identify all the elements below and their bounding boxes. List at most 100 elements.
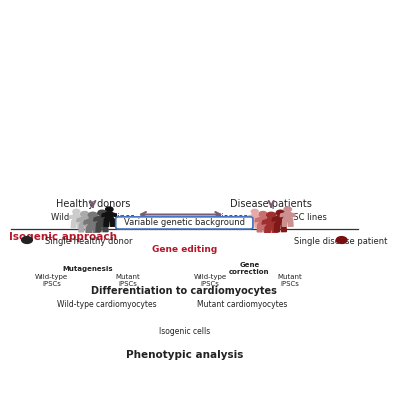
Ellipse shape	[286, 269, 295, 271]
Polygon shape	[19, 255, 26, 264]
Polygon shape	[112, 213, 117, 217]
Polygon shape	[280, 213, 285, 217]
Polygon shape	[274, 224, 280, 232]
Polygon shape	[275, 219, 280, 224]
Ellipse shape	[250, 311, 261, 314]
Text: Gene editing: Gene editing	[152, 245, 217, 254]
Ellipse shape	[36, 268, 45, 270]
Ellipse shape	[106, 263, 149, 273]
Text: Wild-type
iPSCs: Wild-type iPSCs	[193, 274, 226, 287]
Text: Wild-type iPSC lines: Wild-type iPSC lines	[51, 213, 135, 222]
Ellipse shape	[121, 308, 131, 310]
Polygon shape	[272, 228, 278, 236]
Text: Variable genetic background: Variable genetic background	[124, 218, 245, 227]
Polygon shape	[110, 220, 115, 226]
Circle shape	[284, 207, 291, 212]
Polygon shape	[284, 216, 289, 221]
Circle shape	[88, 212, 97, 218]
FancyBboxPatch shape	[132, 326, 237, 337]
Text: Single disease patient: Single disease patient	[294, 237, 388, 246]
Ellipse shape	[104, 309, 111, 311]
Ellipse shape	[117, 265, 127, 268]
Ellipse shape	[252, 314, 258, 316]
Polygon shape	[331, 244, 338, 251]
Ellipse shape	[122, 268, 130, 270]
Polygon shape	[77, 218, 82, 222]
Polygon shape	[28, 255, 35, 264]
Circle shape	[98, 210, 106, 216]
Circle shape	[81, 212, 88, 216]
Ellipse shape	[44, 268, 51, 270]
Ellipse shape	[105, 313, 115, 316]
Polygon shape	[257, 225, 262, 232]
Polygon shape	[265, 218, 277, 228]
Ellipse shape	[88, 315, 95, 316]
Text: Mutagenesis: Mutagenesis	[62, 266, 113, 272]
Ellipse shape	[31, 263, 73, 273]
Ellipse shape	[208, 264, 216, 267]
Ellipse shape	[68, 302, 145, 321]
Ellipse shape	[117, 264, 124, 266]
Polygon shape	[96, 216, 108, 224]
Circle shape	[259, 212, 267, 216]
Text: Mutant cardiomyocytes: Mutant cardiomyocytes	[197, 300, 287, 309]
Circle shape	[251, 210, 258, 214]
Polygon shape	[80, 217, 90, 225]
Polygon shape	[69, 215, 74, 219]
Polygon shape	[288, 220, 293, 226]
Ellipse shape	[55, 266, 64, 268]
Ellipse shape	[122, 314, 130, 316]
Circle shape	[106, 207, 113, 212]
Ellipse shape	[110, 314, 118, 316]
Polygon shape	[86, 228, 92, 236]
Ellipse shape	[222, 310, 231, 313]
Text: Single healthy donor: Single healthy donor	[45, 237, 133, 246]
FancyBboxPatch shape	[14, 292, 354, 341]
Polygon shape	[275, 216, 286, 224]
Text: Wild-type
iPSCs: Wild-type iPSCs	[35, 274, 68, 287]
Ellipse shape	[116, 308, 127, 312]
Ellipse shape	[204, 267, 213, 270]
Ellipse shape	[238, 309, 244, 311]
Ellipse shape	[189, 263, 231, 273]
Ellipse shape	[40, 265, 50, 268]
Ellipse shape	[58, 266, 66, 268]
Ellipse shape	[250, 312, 258, 315]
Polygon shape	[102, 213, 106, 217]
Ellipse shape	[225, 311, 234, 314]
Polygon shape	[88, 218, 92, 222]
Polygon shape	[272, 216, 277, 221]
Ellipse shape	[291, 265, 302, 268]
Polygon shape	[282, 220, 287, 226]
Circle shape	[22, 237, 32, 244]
Polygon shape	[87, 218, 99, 228]
Circle shape	[336, 237, 347, 244]
Text: Healthy donors: Healthy donors	[56, 200, 130, 210]
Ellipse shape	[195, 265, 205, 268]
Polygon shape	[31, 244, 38, 251]
Polygon shape	[71, 221, 76, 228]
Ellipse shape	[121, 265, 129, 267]
Polygon shape	[264, 228, 270, 236]
Text: Phenotypic analysis: Phenotypic analysis	[126, 350, 243, 360]
Polygon shape	[248, 215, 252, 219]
Ellipse shape	[205, 265, 214, 268]
Ellipse shape	[294, 266, 305, 270]
Ellipse shape	[243, 310, 251, 312]
Polygon shape	[102, 224, 108, 232]
Circle shape	[267, 212, 276, 218]
Ellipse shape	[47, 265, 54, 267]
Ellipse shape	[276, 267, 284, 270]
Text: Mutant
iPSCs: Mutant iPSCs	[115, 274, 140, 287]
Polygon shape	[346, 244, 352, 251]
Ellipse shape	[232, 312, 239, 314]
Ellipse shape	[281, 269, 292, 272]
Polygon shape	[79, 215, 84, 219]
Polygon shape	[290, 213, 295, 217]
Text: Isogenic cells: Isogenic cells	[159, 327, 210, 336]
Polygon shape	[94, 228, 100, 236]
Polygon shape	[250, 221, 254, 228]
Text: Disease-specific iPSC lines: Disease-specific iPSC lines	[215, 213, 327, 222]
Polygon shape	[105, 216, 110, 221]
Circle shape	[276, 210, 284, 216]
